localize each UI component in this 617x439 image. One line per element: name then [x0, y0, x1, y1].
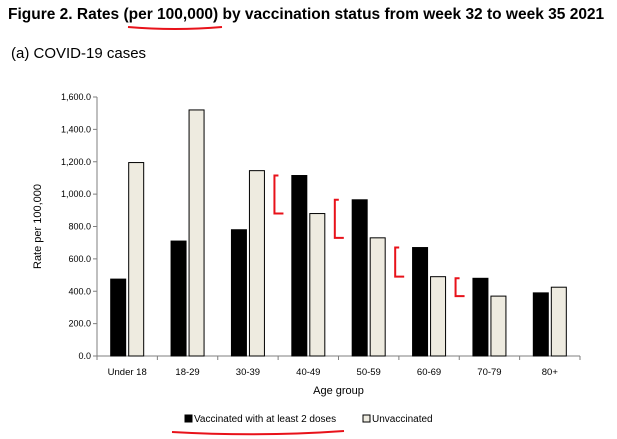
figure-title: Figure 2. Rates (per 100,000) by vaccina… [8, 6, 604, 24]
legend-label-unvaccinated: Unvaccinated [372, 414, 433, 425]
title-highlight-underline [127, 26, 223, 30]
bar-unvaccinated [248, 170, 265, 357]
bar-unvaccinated [128, 162, 145, 357]
y-tick-label: 0.0 [78, 351, 91, 361]
y-tick-label: 400.0 [68, 286, 91, 296]
bar-unvaccinated [550, 286, 567, 357]
x-axis-label: Age group [313, 385, 364, 397]
bar-vaccinated [110, 278, 127, 357]
bar-vaccinated [230, 229, 247, 357]
x-tick-label: 70-79 [477, 367, 501, 378]
y-tick-label: 1,200.0 [61, 157, 91, 167]
bar-unvaccinated [309, 213, 326, 357]
figure-subtitle: (a) COVID-19 cases [11, 45, 147, 62]
legend-label-vaccinated: Vaccinated with at least 2 doses [194, 414, 336, 425]
y-tick-label: 1,000.0 [61, 189, 91, 199]
bar-unvaccinated [188, 109, 205, 357]
y-axis-label: Rate per 100,000 [32, 184, 44, 269]
bar-vaccinated [170, 240, 187, 357]
x-tick-label: 18-29 [175, 367, 199, 378]
red-bracket-annotation [273, 174, 284, 215]
red-bracket-annotation [394, 246, 405, 278]
y-tick-label: 600.0 [68, 254, 91, 264]
figure-title-highlight: (per 100,000) [123, 6, 219, 23]
x-tick-label: 60-69 [417, 367, 441, 378]
bar-vaccinated [472, 277, 489, 357]
y-tick-label: 200.0 [68, 319, 91, 329]
y-tick-label: 1,400.0 [61, 124, 91, 134]
x-tick-label: Under 18 [108, 367, 147, 378]
bar-unvaccinated [430, 276, 447, 357]
y-tick-label: 1,600.0 [61, 92, 91, 102]
x-tick-label: 50-59 [357, 367, 381, 378]
bar-vaccinated [351, 199, 368, 357]
x-tick-label: 80+ [542, 367, 559, 378]
figure-title-post: by vaccination status from week 32 to we… [218, 6, 605, 23]
bar-unvaccinated [369, 237, 386, 357]
y-tick-label: 800.0 [68, 222, 91, 232]
legend-swatch-unvaccinated [362, 414, 371, 423]
bar-vaccinated [412, 247, 429, 357]
figure-title-pre: Figure 2. Rates [8, 6, 124, 23]
x-tick-label: 40-49 [296, 367, 320, 378]
x-tick-label: 30-39 [236, 367, 260, 378]
red-bracket-annotation [454, 277, 465, 298]
legend-swatch-vaccinated [184, 414, 193, 423]
bar-vaccinated [291, 175, 308, 357]
bar-unvaccinated [490, 295, 507, 357]
red-bracket-annotation [333, 198, 344, 239]
bar-vaccinated [532, 292, 549, 357]
legend-highlight-underline [171, 430, 345, 436]
